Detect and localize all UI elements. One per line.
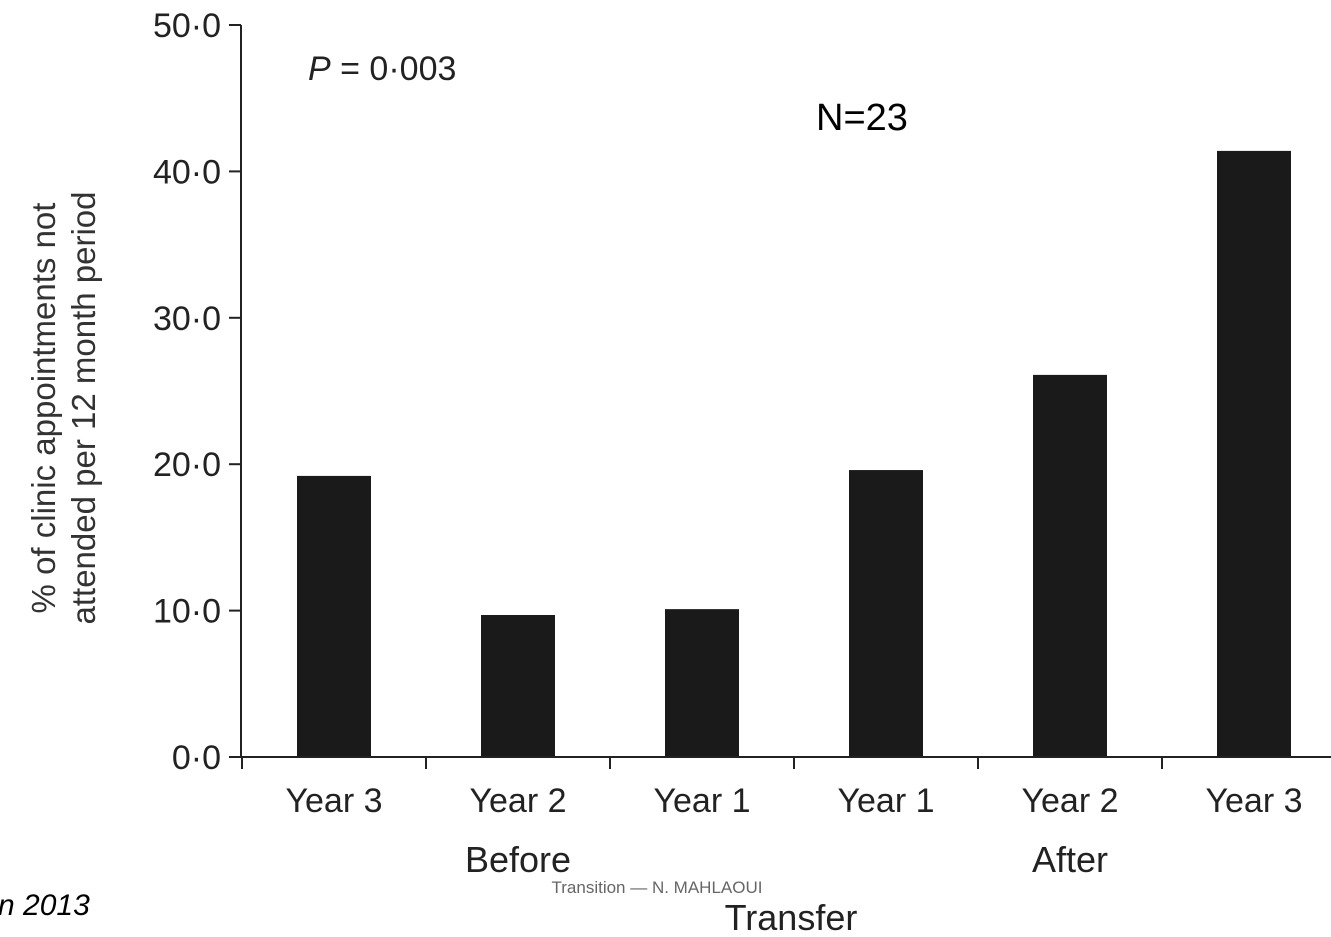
x-axis-ticks: Year 3 Year 2 Year 1 Year 1 Year 2 Year 3 [241, 757, 1303, 820]
y-tick-label: 0·0 [172, 739, 221, 777]
bar [849, 470, 923, 757]
bar [1217, 150, 1291, 758]
bar [297, 475, 371, 757]
x-category-label: Year 2 [469, 782, 566, 820]
x-category-label: Year 3 [285, 782, 382, 820]
p-value: = 0·003 [331, 50, 457, 88]
bar [665, 609, 739, 757]
bars [297, 150, 1291, 758]
y-axis-ticks: 0·0 10·0 20·0 30·0 40·0 50·0 [153, 7, 241, 777]
group-label-before: Before [465, 839, 571, 880]
x-category-label: Year 1 [837, 782, 934, 820]
citation-text: n 2013 [0, 889, 90, 922]
bar [481, 614, 555, 757]
y-tick-label: 50·0 [153, 7, 221, 45]
y-axis-title-line-1: % of clinic appointments not [25, 203, 62, 614]
p-symbol: P [308, 50, 331, 88]
y-tick-label: 10·0 [153, 593, 221, 631]
y-axis-title: % of clinic appointments not attended pe… [25, 192, 102, 625]
y-tick-label: 30·0 [153, 300, 221, 338]
y-tick-label: 20·0 [153, 446, 221, 484]
x-axis-title: Transfer [725, 897, 858, 937]
x-category-label: Year 1 [653, 782, 750, 820]
group-label-after: After [1032, 839, 1108, 880]
x-category-label: Year 2 [1021, 782, 1118, 820]
p-value-annotation: P = 0·003 [308, 50, 456, 88]
footer-text: Transition — N. MAHLAOUI [552, 878, 763, 897]
y-tick-label: 40·0 [153, 153, 221, 191]
x-category-label: Year 3 [1205, 782, 1302, 820]
y-axis-title-line-2: attended per 12 month period [65, 192, 102, 625]
n-annotation: N=23 [816, 97, 908, 139]
bar [1033, 374, 1107, 757]
